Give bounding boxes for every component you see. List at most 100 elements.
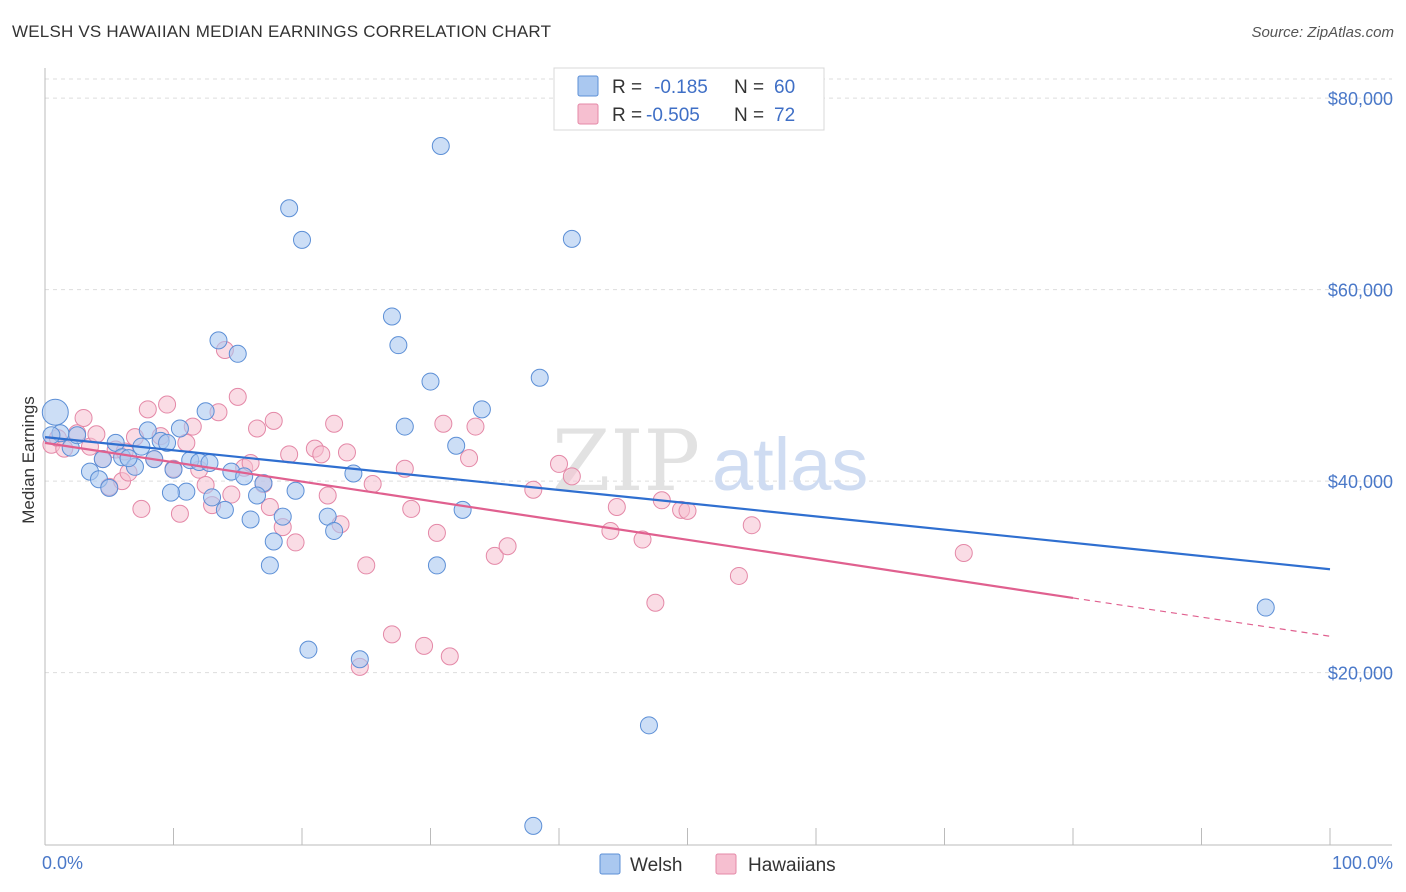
hawaiian-point <box>498 537 517 556</box>
source-credit: Source: ZipAtlas.com <box>1251 24 1394 41</box>
hawaiian-point <box>402 499 421 518</box>
bottom-legend-hawaiian-label: Hawaiians <box>748 855 836 876</box>
hawaiian-trend-line <box>44 441 1074 600</box>
legend-hawaiian-n-label: N = <box>734 105 764 126</box>
welsh-point <box>138 421 157 440</box>
legend-hawaiian-r-value: -0.505 <box>646 105 700 126</box>
hawaiian-point <box>87 425 106 444</box>
welsh-point <box>427 556 446 575</box>
welsh-point <box>248 486 267 505</box>
hawaiian-point <box>466 417 485 436</box>
legend-welsh-n-value: 60 <box>774 77 795 98</box>
hawaiian-point <box>954 543 973 562</box>
welsh-point <box>264 532 283 551</box>
welsh-point <box>228 344 247 363</box>
legend-welsh-swatch <box>577 75 599 97</box>
hawaiian-point <box>729 566 748 585</box>
hawaiian-point <box>337 443 356 462</box>
welsh-point <box>215 500 234 519</box>
x-tick-label-max: 100.0% <box>1332 853 1393 873</box>
series-legend: Welsh Hawaiians <box>599 853 836 876</box>
welsh-point <box>1256 598 1275 617</box>
welsh-point <box>421 372 440 391</box>
welsh-point <box>639 716 658 735</box>
hawaiian-point <box>264 411 283 430</box>
legend-welsh-r-label: R = <box>612 77 642 98</box>
hawaiian-point <box>633 530 652 549</box>
tick-labels: $20,000 $40,000 $60,000 $80,000 0.0% 100.0% <box>42 89 1393 873</box>
welsh-point <box>286 481 305 500</box>
welsh-trend-line <box>44 436 1331 571</box>
hawaiian-point <box>742 516 761 535</box>
welsh-point <box>241 510 260 529</box>
hawaiian-point <box>485 546 504 565</box>
welsh-point <box>325 521 344 540</box>
hawaiian-point <box>280 445 299 464</box>
welsh-point <box>41 398 69 426</box>
welsh-point <box>395 417 414 436</box>
axes <box>44 68 1392 846</box>
hawaiian-point <box>363 475 382 494</box>
hawaiian-point <box>132 499 151 518</box>
hawaiian-point <box>170 504 189 523</box>
chart-title: WELSH VS HAWAIIAN MEDIAN EARNINGS CORREL… <box>12 22 552 41</box>
legend-welsh-n-label: N = <box>734 77 764 98</box>
welsh-point <box>161 483 180 502</box>
welsh-point <box>472 400 491 419</box>
y-axis-label: Median Earnings <box>19 396 38 524</box>
welsh-point <box>530 368 549 387</box>
welsh-point <box>524 816 543 835</box>
legend-box <box>553 67 825 131</box>
hawaiian-point <box>607 498 626 517</box>
y-tick-label: $80,000 <box>1328 89 1393 109</box>
hawaiian-points <box>42 340 973 676</box>
correlation-legend: R = -0.185 N = 60 R = -0.505 N = 72 <box>553 67 825 131</box>
hawaiian-point <box>228 387 247 406</box>
hawaiian-point <box>318 486 337 505</box>
welsh-point <box>42 426 61 445</box>
welsh-point <box>389 336 408 355</box>
y-tick-label: $40,000 <box>1328 472 1393 492</box>
watermark: ZIP atlas <box>552 412 868 510</box>
welsh-point <box>293 230 311 249</box>
hawaiian-point <box>524 480 543 499</box>
welsh-point <box>209 331 228 350</box>
hawaiian-point <box>440 647 459 666</box>
welsh-point <box>260 556 279 575</box>
welsh-point <box>431 137 450 156</box>
hawaiian-point <box>460 449 479 468</box>
welsh-point <box>350 650 369 669</box>
hawaiian-point <box>74 408 93 427</box>
welsh-point <box>203 488 222 507</box>
welsh-point <box>447 436 466 455</box>
hawaiian-point <box>427 523 446 542</box>
welsh-point <box>562 229 581 248</box>
gridlines <box>45 78 1392 674</box>
y-tick-label: $60,000 <box>1328 281 1393 301</box>
welsh-point <box>382 307 401 326</box>
welsh-point <box>280 199 299 218</box>
legend-hawaiian-n-value: 72 <box>774 105 795 126</box>
hawaiian-point <box>312 445 331 464</box>
hawaiian-trend-extension <box>1072 597 1331 637</box>
hawaiian-point <box>248 419 267 438</box>
legend-hawaiian-swatch <box>577 103 599 125</box>
y-tick-label: $20,000 <box>1328 664 1393 684</box>
trend-lines <box>44 436 1331 637</box>
welsh-point <box>299 640 318 659</box>
welsh-point <box>196 402 215 421</box>
welsh-point <box>100 478 119 497</box>
welsh-point <box>170 419 189 438</box>
hawaiian-point <box>434 414 453 433</box>
hawaiian-point <box>646 593 665 612</box>
hawaiian-point <box>286 533 305 552</box>
legend-welsh-r-value: -0.185 <box>654 77 708 98</box>
welsh-point <box>158 433 177 452</box>
hawaiian-point <box>222 485 241 504</box>
welsh-point <box>119 449 138 468</box>
hawaiian-point <box>325 414 344 433</box>
hawaiian-point <box>382 625 401 644</box>
welsh-point <box>273 507 292 526</box>
hawaiian-point <box>550 454 568 473</box>
